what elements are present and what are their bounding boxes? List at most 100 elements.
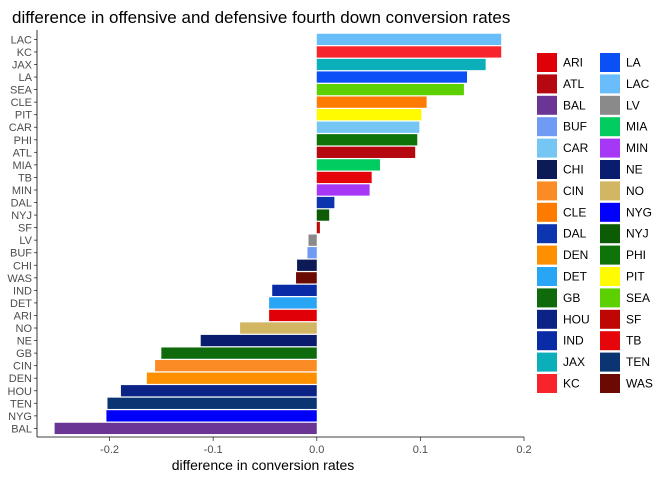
y-tick-label: ARI bbox=[14, 310, 32, 322]
bar-cle bbox=[316, 96, 427, 108]
bar-sea bbox=[316, 83, 464, 96]
y-tick-label: LAC bbox=[11, 34, 32, 46]
legend-swatch-ind bbox=[537, 331, 557, 351]
legend-label: PHI bbox=[626, 248, 646, 262]
bar-la bbox=[316, 71, 468, 83]
x-tick-label: 0.1 bbox=[413, 444, 428, 456]
legend-swatch-atl bbox=[537, 74, 557, 94]
y-tick-label: LA bbox=[19, 72, 33, 84]
bar-ari bbox=[269, 309, 317, 322]
x-tick-label: 0.0 bbox=[309, 444, 324, 456]
legend-swatch-cin bbox=[537, 181, 557, 201]
y-tick-label: IND bbox=[13, 285, 32, 297]
bar-atl bbox=[316, 146, 416, 158]
y-tick-label: BAL bbox=[11, 423, 32, 435]
legend-label: CLE bbox=[563, 205, 586, 219]
legend-label: SEA bbox=[626, 291, 650, 305]
legend-swatch-sf bbox=[600, 309, 620, 329]
bar-cin bbox=[155, 360, 317, 372]
legend-swatch-ten bbox=[600, 352, 620, 372]
legend-label: BUF bbox=[563, 120, 587, 134]
bar-pit bbox=[316, 109, 422, 121]
bar-lac bbox=[316, 33, 502, 46]
y-tick-label: NYJ bbox=[11, 210, 32, 222]
x-tick-label: -0.2 bbox=[100, 444, 119, 456]
legend-label: WAS bbox=[626, 377, 653, 391]
legend-swatch-mia bbox=[600, 117, 620, 137]
y-tick-label: JAX bbox=[12, 59, 33, 71]
bar-buf bbox=[307, 247, 317, 259]
bar-den bbox=[146, 372, 317, 384]
legend-label: TB bbox=[626, 334, 641, 348]
legend-swatch-det bbox=[537, 267, 557, 286]
bar-chi bbox=[297, 259, 317, 271]
y-tick-label: CAR bbox=[9, 122, 32, 134]
bar-car bbox=[316, 121, 420, 133]
y-tick-label: NYG bbox=[8, 411, 32, 423]
legend-swatch-kc bbox=[537, 374, 557, 393]
y-tick-label: TB bbox=[18, 172, 32, 184]
legend-swatch-min bbox=[600, 138, 620, 158]
legend-swatch-tb bbox=[600, 331, 620, 351]
x-axis-title: difference in conversion rates bbox=[172, 457, 355, 473]
legend-label: SF bbox=[626, 312, 641, 326]
x-tick-label: 0.2 bbox=[516, 444, 531, 456]
legend-label: CHI bbox=[563, 163, 584, 177]
legend-label: MIN bbox=[626, 141, 648, 155]
chart-title: difference in offensive and defensive fo… bbox=[12, 8, 510, 27]
bar-min bbox=[316, 184, 370, 196]
y-tick-label: TEN bbox=[10, 398, 32, 410]
bar-mia bbox=[316, 159, 380, 171]
y-tick-label: ATL bbox=[13, 147, 32, 159]
legend-swatch-jax bbox=[537, 352, 557, 372]
y-tick-label: CIN bbox=[13, 361, 32, 373]
bar-tb bbox=[316, 171, 372, 184]
legend-label: DAL bbox=[563, 227, 587, 241]
legend-swatch-dal bbox=[537, 224, 557, 244]
y-tick-label: MIN bbox=[12, 185, 32, 197]
legend-label: IND bbox=[563, 334, 584, 348]
legend-label: JAX bbox=[563, 355, 585, 369]
bar-ten bbox=[107, 397, 317, 409]
legend-label: HOU bbox=[563, 312, 590, 326]
y-tick-label: MIA bbox=[12, 160, 32, 172]
y-tick-label: LV bbox=[19, 235, 32, 247]
legend-label: LAC bbox=[626, 77, 650, 91]
legend-swatch-la bbox=[600, 53, 620, 72]
bar-no bbox=[240, 322, 317, 334]
legend-label: PIT bbox=[626, 270, 645, 284]
bars-group bbox=[54, 33, 502, 435]
bar-sf bbox=[316, 221, 320, 234]
bar-dal bbox=[316, 196, 335, 209]
bar-ind bbox=[272, 284, 317, 297]
bar-hou bbox=[120, 385, 317, 397]
y-tick-label: SEA bbox=[10, 85, 33, 97]
bar-nyj bbox=[316, 209, 330, 221]
y-tick-label: GB bbox=[16, 348, 32, 360]
y-tick-label: PHI bbox=[14, 135, 32, 147]
legend-swatch-cle bbox=[537, 202, 557, 222]
bar-lv bbox=[308, 234, 317, 246]
bar-was bbox=[296, 272, 317, 284]
legend-label: CAR bbox=[563, 141, 589, 155]
bar-kc bbox=[316, 46, 502, 58]
bar-det bbox=[269, 297, 317, 309]
legend-swatch-car bbox=[537, 138, 557, 158]
bar-nyg bbox=[106, 410, 317, 422]
legend-label: DET bbox=[563, 270, 588, 284]
y-tick-label: SF bbox=[18, 223, 32, 235]
legend-swatch-pit bbox=[600, 267, 620, 286]
legend-label: ARI bbox=[563, 56, 583, 70]
y-tick-label: DAL bbox=[11, 198, 32, 210]
y-tick-label: NE bbox=[17, 336, 32, 348]
legend: ARI ATL BAL BUF CAR CHI CIN CLE DAL DEN DET GB HOU IN… bbox=[537, 53, 653, 393]
bar-gb bbox=[161, 347, 317, 359]
legend-swatch-lac bbox=[600, 74, 620, 94]
legend-swatch-hou bbox=[537, 309, 557, 329]
legend-swatch-den bbox=[537, 245, 557, 265]
legend-label: CIN bbox=[563, 184, 584, 198]
legend-swatch-nyj bbox=[600, 224, 620, 244]
legend-label: DEN bbox=[563, 248, 588, 262]
legend-swatch-ari bbox=[537, 53, 557, 72]
y-tick-label: KC bbox=[17, 47, 32, 59]
